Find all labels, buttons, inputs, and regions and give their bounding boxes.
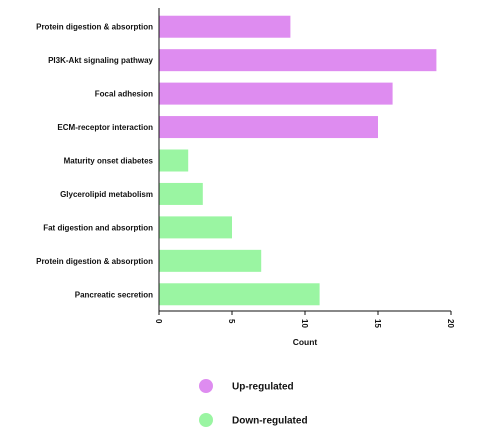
bar-down-9 — [159, 283, 320, 306]
category-label: PI3K-Akt signaling pathway — [48, 56, 153, 65]
legend: Up-regulated Down-regulated — [199, 379, 308, 427]
x-tick-label: 15 — [373, 319, 382, 328]
category-label: Pancreatic secretion — [75, 290, 153, 299]
legend-swatch-up — [199, 379, 213, 393]
category-label: Maturity onset diabetes — [64, 157, 154, 166]
category-label: Fat digestion and absorption — [43, 223, 153, 232]
category-label: Focal adhesion — [95, 90, 153, 99]
category-label: Glycerolipid metabolism — [60, 190, 153, 199]
bar-down-7 — [159, 216, 232, 239]
bar-up-1 — [159, 15, 291, 38]
legend-swatch-down — [199, 413, 213, 427]
category-label: ECM-receptor interaction — [57, 123, 153, 132]
bar-down-5 — [159, 149, 189, 172]
x-axis-title: Count — [293, 337, 318, 347]
category-label: Protein digestion & absorption — [36, 257, 153, 266]
bar-down-8 — [159, 249, 262, 272]
bar-up-2 — [159, 49, 437, 72]
x-ticks-group: 0 5 10 15 20 — [154, 311, 455, 328]
x-tick-label: 5 — [227, 319, 236, 324]
category-labels-group: Protein digestion & absorption PI3K-Akt s… — [36, 23, 153, 300]
legend-label-down: Down-regulated — [232, 416, 308, 427]
bar-down-6 — [159, 182, 203, 205]
category-label: Protein digestion & absorption — [36, 23, 153, 32]
bars-group — [159, 15, 437, 306]
x-tick-label: 10 — [300, 319, 309, 328]
x-tick-label: 20 — [446, 319, 455, 328]
bar-up-3 — [159, 82, 393, 105]
x-tick-label: 0 — [154, 319, 163, 324]
legend-label-up: Up-regulated — [232, 382, 294, 393]
bar-up-4 — [159, 116, 378, 139]
